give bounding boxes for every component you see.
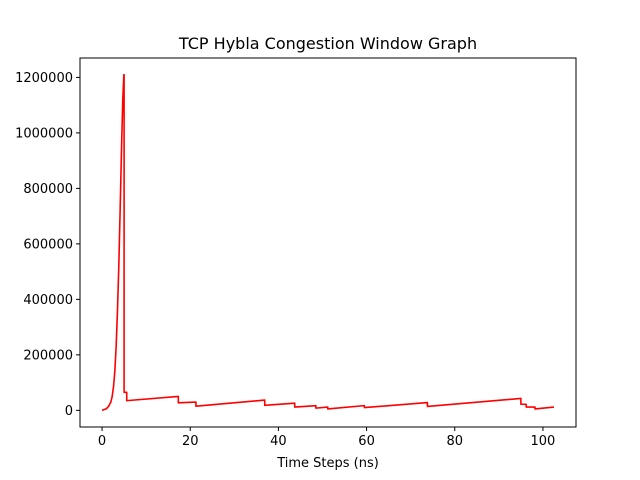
y-tick-label: 600000 [23, 237, 73, 252]
x-axis-ticks: 0 20 40 60 80 100 [98, 427, 555, 449]
x-tick-label: 0 [98, 434, 106, 449]
y-axis-ticks: 0 200000 400000 600000 800000 1000000 1200000 [15, 71, 80, 419]
x-tick-label: 80 [446, 434, 463, 449]
y-tick-label: 1000000 [15, 126, 73, 141]
x-tick-label: 60 [358, 434, 375, 449]
x-axis-label: Time Steps (ns) [276, 456, 379, 471]
plot-frame [79, 57, 577, 428]
y-tick-label: 0 [65, 404, 73, 419]
x-tick-label: 100 [531, 434, 556, 449]
x-tick-label: 40 [270, 434, 287, 449]
y-tick-label: 400000 [23, 293, 73, 308]
x-tick-label: 20 [182, 434, 199, 449]
series-line-0 [101, 73, 555, 412]
chart-title: TCP Hybla Congestion Window Graph [178, 34, 477, 53]
y-tick-label: 800000 [23, 182, 73, 197]
series-layer [101, 73, 555, 412]
y-tick-label: 200000 [23, 348, 73, 363]
y-tick-label: 1200000 [15, 71, 73, 86]
